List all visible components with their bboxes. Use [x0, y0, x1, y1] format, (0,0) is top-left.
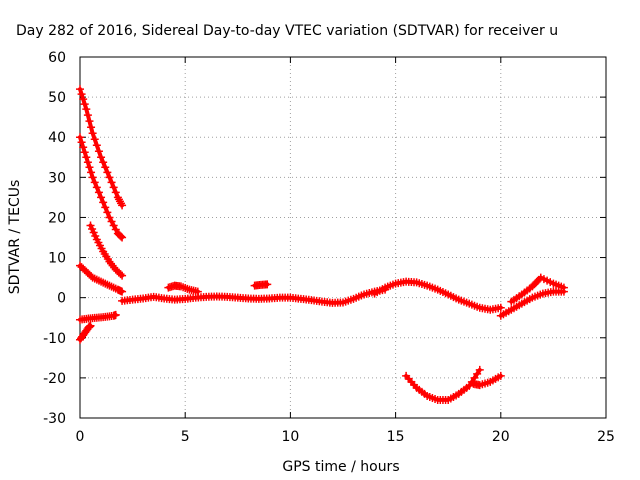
- data-point: [465, 381, 474, 390]
- data-point: [90, 135, 99, 144]
- y-tick-label: 20: [48, 210, 66, 226]
- series-arc-2: [76, 133, 127, 242]
- data-point: [99, 158, 108, 167]
- data-point: [86, 321, 95, 330]
- series-arc-5: [76, 310, 120, 324]
- data-point: [103, 168, 112, 177]
- y-axis-label: SDTVAR / TECUs: [7, 180, 23, 295]
- y-tick-label: 60: [48, 50, 66, 66]
- data-point: [83, 111, 92, 120]
- data-point: [103, 208, 112, 217]
- series-arc-6: [76, 321, 95, 344]
- y-tick-label: -20: [43, 371, 66, 387]
- data-point: [91, 231, 100, 240]
- y-tick-label: 30: [48, 170, 66, 186]
- grid: [80, 57, 606, 418]
- data-point: [107, 217, 116, 226]
- data-point: [496, 303, 505, 312]
- data-point: [87, 168, 96, 177]
- series-arc-12: [507, 273, 568, 306]
- data-point: [118, 233, 127, 242]
- x-tick-label: 0: [76, 429, 85, 445]
- data-point: [263, 280, 272, 289]
- data-point: [109, 183, 118, 192]
- y-tick-label: -10: [43, 331, 66, 347]
- data-point: [107, 178, 116, 187]
- data-point: [80, 100, 89, 109]
- data-point: [94, 147, 103, 156]
- y-tick-label: 0: [57, 291, 66, 307]
- series-arc-1: [76, 85, 127, 210]
- data-point: [92, 183, 101, 192]
- data-point: [116, 270, 125, 279]
- data-point: [85, 117, 94, 126]
- x-tick-label: 20: [492, 429, 510, 445]
- series-arc-10: [370, 277, 505, 314]
- data-point: [88, 224, 97, 233]
- data-point: [118, 201, 127, 210]
- series-arc-7: [118, 285, 390, 307]
- x-tick-label: 5: [181, 429, 190, 445]
- chart-title: Day 282 of 2016, Sidereal Day-to-day VTE…: [16, 23, 558, 39]
- data-point: [89, 228, 98, 237]
- data-series: [76, 85, 568, 404]
- y-tick-label: 40: [48, 130, 66, 146]
- data-point: [92, 141, 101, 150]
- data-point: [105, 173, 114, 182]
- series-arc-3: [86, 221, 127, 280]
- data-point: [83, 158, 92, 167]
- data-point: [559, 283, 568, 292]
- y-tick-label: 50: [48, 90, 66, 106]
- data-point: [109, 221, 118, 230]
- data-point: [496, 371, 505, 380]
- data-point: [88, 129, 97, 138]
- data-point: [97, 153, 106, 162]
- data-point: [77, 90, 86, 99]
- series-arc-11: [496, 287, 568, 320]
- plot-frame: [79, 56, 607, 419]
- data-point: [101, 163, 110, 172]
- data-point: [79, 143, 88, 152]
- data-point: [117, 232, 126, 241]
- data-point: [79, 95, 88, 104]
- x-tick-label: 15: [387, 429, 405, 445]
- data-point: [105, 213, 114, 222]
- data-point: [111, 310, 120, 319]
- data-point: [85, 163, 94, 172]
- data-point: [475, 365, 484, 374]
- series-arc-8: [164, 281, 202, 296]
- data-point: [88, 173, 97, 182]
- data-point: [118, 271, 127, 280]
- data-point: [82, 105, 91, 114]
- data-point: [80, 148, 89, 157]
- y-tick-label: 10: [48, 251, 66, 267]
- y-tick-label: -30: [43, 411, 66, 427]
- data-point: [86, 221, 95, 230]
- x-axis-label: GPS time / hours: [282, 459, 399, 475]
- x-tick-label: 25: [597, 429, 615, 445]
- data-point: [97, 193, 106, 202]
- series-arc-13: [402, 365, 484, 404]
- data-point: [76, 133, 84, 142]
- data-point: [473, 369, 482, 378]
- data-point: [82, 153, 91, 162]
- axis-ticks: 0 5 10 15 20 25 60 50 40 30 20 10 0 -10 -20 -30: [43, 50, 615, 445]
- data-point: [77, 138, 86, 147]
- data-point: [193, 287, 202, 296]
- data-point: [87, 123, 96, 132]
- data-point: [118, 287, 127, 296]
- data-point: [111, 225, 120, 234]
- data-point: [99, 198, 108, 207]
- x-tick-label: 10: [281, 429, 299, 445]
- data-point: [111, 188, 120, 197]
- data-point: [101, 203, 110, 212]
- series-arc-14: [469, 371, 505, 390]
- series-arc-9: [250, 280, 272, 290]
- data-point: [76, 85, 84, 94]
- data-point: [90, 178, 99, 187]
- data-point: [94, 188, 103, 197]
- series-arc-4: [76, 261, 127, 296]
